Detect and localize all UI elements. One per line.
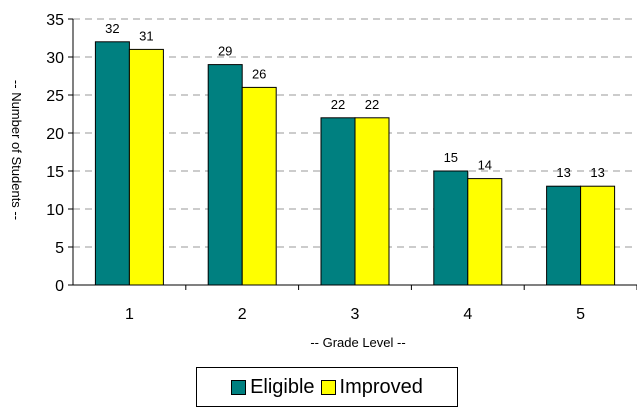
x-tick-label: 5 [576, 306, 585, 323]
x-axis-title: -- Grade Level -- [310, 335, 405, 350]
y-tick-label: 30 [46, 50, 64, 67]
bar-improved [354, 117, 390, 286]
y-axis-title: -- Number of Students -- [9, 80, 24, 220]
data-label: 32 [105, 21, 119, 36]
bar-eligible [207, 64, 243, 286]
bar-eligible [320, 117, 356, 286]
x-tick-labels: 1 2 3 4 5 [125, 306, 585, 323]
y-tick-label: 0 [55, 278, 64, 295]
bar-eligible [433, 170, 469, 286]
data-label: 13 [590, 165, 604, 180]
x-tick-label: 3 [351, 306, 360, 323]
legend: Eligible Improved [196, 367, 458, 407]
bar-chart: 32 31 29 26 22 22 15 14 13 13 0 5 10 15 20 25 30 35 1 2 3 4… [9, 12, 637, 350]
y-tick-label: 5 [55, 240, 64, 257]
legend-label-improved: Improved [339, 375, 423, 398]
bar-improved [580, 185, 616, 286]
data-label: 22 [331, 97, 345, 112]
y-tick-label: 25 [46, 88, 64, 105]
legend-label-eligible: Eligible [250, 375, 315, 398]
data-label: 15 [444, 150, 458, 165]
legend-swatch-eligible [231, 379, 247, 395]
data-label: 29 [218, 44, 232, 59]
y-tick-label: 35 [46, 12, 64, 29]
legend-item-eligible: Eligible [231, 375, 315, 399]
data-label: 26 [252, 66, 266, 81]
data-labels: 32 31 29 26 22 22 15 14 13 13 [105, 21, 605, 180]
legend-item-improved: Improved [320, 375, 423, 399]
bar-eligible [546, 185, 582, 286]
data-label: 13 [556, 165, 570, 180]
y-tick-label: 15 [46, 164, 64, 181]
x-tick-label: 4 [463, 306, 472, 323]
y-tick-label: 20 [46, 126, 64, 143]
axes [68, 18, 637, 290]
data-label: 31 [139, 28, 153, 43]
y-tick-label: 10 [46, 202, 64, 219]
data-label: 14 [478, 158, 492, 173]
y-tick-labels: 0 5 10 15 20 25 30 35 [46, 12, 64, 295]
bar-improved [241, 86, 277, 286]
legend-swatch-improved [320, 379, 336, 395]
bars [94, 41, 616, 286]
x-tick-label: 2 [238, 306, 247, 323]
x-tick-label: 1 [125, 306, 134, 323]
data-label: 22 [365, 97, 379, 112]
bar-improved [467, 178, 503, 286]
bar-improved [128, 48, 164, 286]
bar-eligible [94, 41, 130, 286]
